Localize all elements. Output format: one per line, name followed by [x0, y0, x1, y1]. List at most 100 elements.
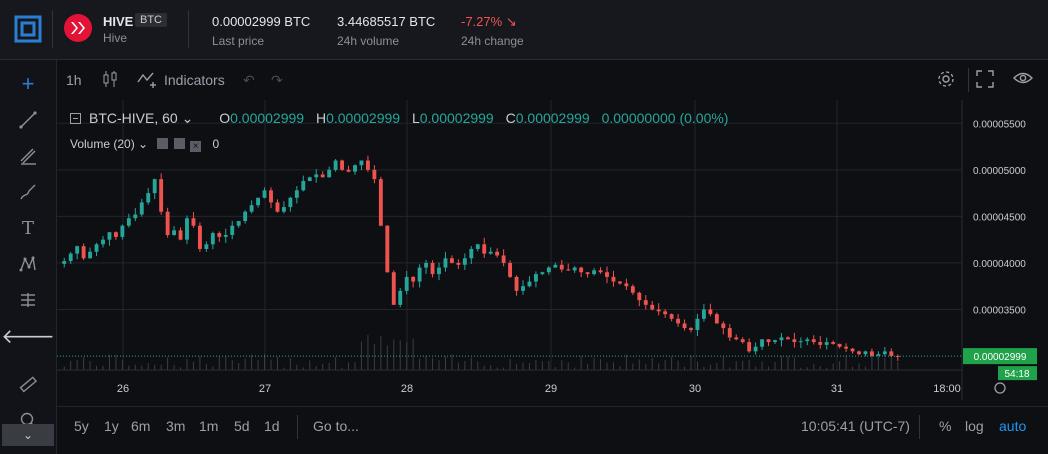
fib-icon[interactable]: [16, 144, 40, 168]
interval-button[interactable]: 1h: [66, 72, 82, 88]
crosshair-icon[interactable]: +: [21, 71, 35, 96]
clock-label[interactable]: 10:05:41 (UTC-7): [801, 418, 910, 434]
candle-body: [598, 270, 603, 273]
high-value: 0.00002999: [326, 110, 401, 126]
volume-bar: [76, 359, 78, 370]
settings-gear-icon[interactable]: [936, 69, 956, 92]
hive-coin-icon: [64, 14, 92, 42]
volume-bar: [871, 356, 873, 370]
range-1d-button[interactable]: 1d: [264, 418, 280, 434]
collapse-legend-icon[interactable]: [70, 113, 81, 124]
price-chart[interactable]: 0.00005500 0.00005000 0.00004500 0.00004000…: [57, 100, 1048, 406]
volume-label[interactable]: Volume (20): [70, 137, 135, 151]
volume-bar: [884, 357, 886, 370]
range-3m-button[interactable]: 3m: [166, 418, 186, 434]
eye-icon[interactable]: [1013, 70, 1033, 89]
chevron-down-icon[interactable]: ⌄: [134, 137, 149, 151]
candle-body: [643, 300, 648, 305]
candle-body: [792, 339, 797, 343]
candle-body: [501, 255, 506, 263]
volume-bar: [89, 361, 91, 370]
volume-bar: [108, 354, 110, 370]
volume-bar: [819, 365, 821, 370]
volume-bar: [651, 358, 653, 370]
volume-bar: [128, 365, 130, 370]
range-5y-button[interactable]: 5y: [74, 418, 89, 434]
volume-bar: [619, 366, 621, 370]
study-close-icon[interactable]: ×: [190, 141, 202, 152]
log-toggle[interactable]: log: [965, 418, 984, 434]
candle-body: [178, 230, 183, 240]
brush-icon[interactable]: [16, 180, 40, 204]
volume-bar: [574, 367, 576, 370]
candle-body: [126, 218, 131, 226]
volume-bar: [251, 354, 253, 370]
candle-body: [456, 262, 461, 265]
pair-badge[interactable]: BTC: [135, 13, 167, 27]
candle-body: [624, 283, 629, 287]
candle-body: [223, 235, 228, 237]
volume-bar: [729, 367, 731, 370]
ruler-icon[interactable]: [16, 372, 40, 396]
candle-body: [314, 174, 319, 178]
auto-toggle[interactable]: auto: [999, 418, 1027, 434]
volume-bar: [477, 361, 479, 370]
candle-body: [262, 190, 267, 198]
undo-icon[interactable]: ↶: [243, 72, 255, 88]
indicators-icon[interactable]: [137, 69, 159, 92]
measure-icon[interactable]: [16, 288, 40, 312]
candle-body: [824, 342, 829, 345]
candle-body: [217, 233, 222, 237]
study-format-icon[interactable]: [173, 138, 185, 149]
text-icon[interactable]: T: [21, 217, 34, 239]
y-tick-label: 0.00005500: [973, 119, 1026, 130]
axis-settings-icon[interactable]: [994, 382, 1006, 394]
candle-body: [740, 339, 745, 343]
candle-body: [637, 292, 642, 301]
bottom-divider: [297, 415, 298, 439]
goto-button[interactable]: Go to...: [313, 418, 359, 434]
range-1y-button[interactable]: 1y: [104, 418, 119, 434]
candle-body: [727, 328, 732, 338]
pattern-icon[interactable]: [16, 252, 40, 276]
volume-bar: [464, 360, 466, 370]
trend-line-icon[interactable]: [16, 108, 40, 132]
volume-bar: [432, 358, 434, 370]
header-divider: [52, 10, 53, 48]
volume-bar: [580, 356, 582, 370]
volume-bar: [386, 345, 388, 370]
x-tick-label: 28: [401, 383, 413, 395]
range-5d-button[interactable]: 5d: [234, 418, 250, 434]
volume-bar: [96, 365, 98, 370]
volume-bar: [606, 362, 608, 370]
volume-bar: [780, 355, 782, 370]
candle-body: [546, 267, 551, 273]
candle-body: [139, 202, 144, 215]
volume-bar: [264, 354, 266, 370]
volume-bar: [380, 335, 382, 370]
percent-toggle[interactable]: %: [939, 418, 952, 434]
fullscreen-icon[interactable]: [975, 69, 995, 92]
symbol-label[interactable]: BTC-HIVE, 60: [89, 110, 178, 126]
candle-body: [120, 225, 125, 237]
ohlc-legend: BTC-HIVE, 60 ⌄ O0.00002999 H0.00002999 L…: [70, 110, 728, 127]
chevron-down-icon[interactable]: ⌄: [177, 110, 194, 126]
indicators-button[interactable]: Indicators: [164, 72, 225, 88]
candlestick-icon[interactable]: [102, 70, 118, 91]
last-price-text: 0.00002999: [974, 352, 1027, 363]
back-arrow-icon[interactable]: 🡐: [1, 325, 55, 348]
candle-body: [301, 181, 306, 191]
range-6m-button[interactable]: 6m: [131, 418, 151, 434]
candle-body: [876, 354, 881, 357]
range-1m-button[interactable]: 1m: [199, 418, 219, 434]
redo-icon[interactable]: ↷: [271, 72, 283, 88]
volume-bar: [218, 355, 220, 370]
volume-bar: [283, 367, 285, 370]
volume-bar: [625, 354, 627, 370]
candle-body: [443, 258, 448, 268]
study-settings-icon[interactable]: [157, 138, 169, 149]
candle-body: [411, 276, 416, 282]
volume-bar: [722, 356, 724, 370]
collapse-toolbar-button[interactable]: ⌄: [2, 424, 54, 446]
volume-bar: [257, 359, 259, 370]
